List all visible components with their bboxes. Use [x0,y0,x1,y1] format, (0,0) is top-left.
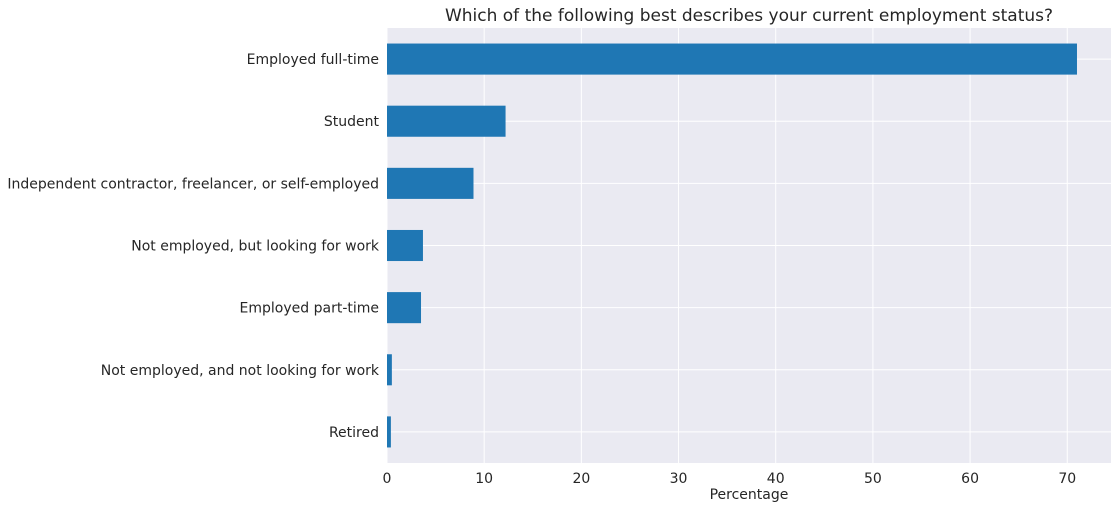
y-tick-labels: Employed full-time Student Independent con… [7,52,380,441]
y-tick-label: Employed full-time [247,52,379,68]
bar [387,354,392,386]
bar [387,43,1077,75]
x-tick-label: 40 [767,471,785,487]
chart-title: Which of the following best describes yo… [445,6,1053,26]
bar [387,167,474,199]
y-tick-label: Retired [329,425,379,441]
x-tick-label: 60 [961,471,979,487]
y-tick-label: Not employed, but looking for work [131,239,380,255]
x-tick-label: 70 [1058,471,1076,487]
x-tick-labels: 0 10 20 30 40 50 60 70 [383,471,1077,487]
bar [387,416,391,448]
y-tick-label: Independent contractor, freelancer, or s… [7,176,379,192]
y-tick-label: Employed part-time [240,301,379,317]
x-axis-label: Percentage [710,487,789,503]
bar [387,105,506,137]
y-tick-label: Student [324,114,380,130]
x-tick-label: 30 [670,471,688,487]
x-tick-label: 20 [572,471,590,487]
x-tick-label: 50 [864,471,882,487]
bars [387,43,1077,448]
y-tick-label: Not employed, and not looking for work [101,363,380,379]
bar [387,229,423,262]
x-tick-label: 0 [383,471,392,487]
bar [387,292,422,324]
x-tick-label: 10 [475,471,493,487]
